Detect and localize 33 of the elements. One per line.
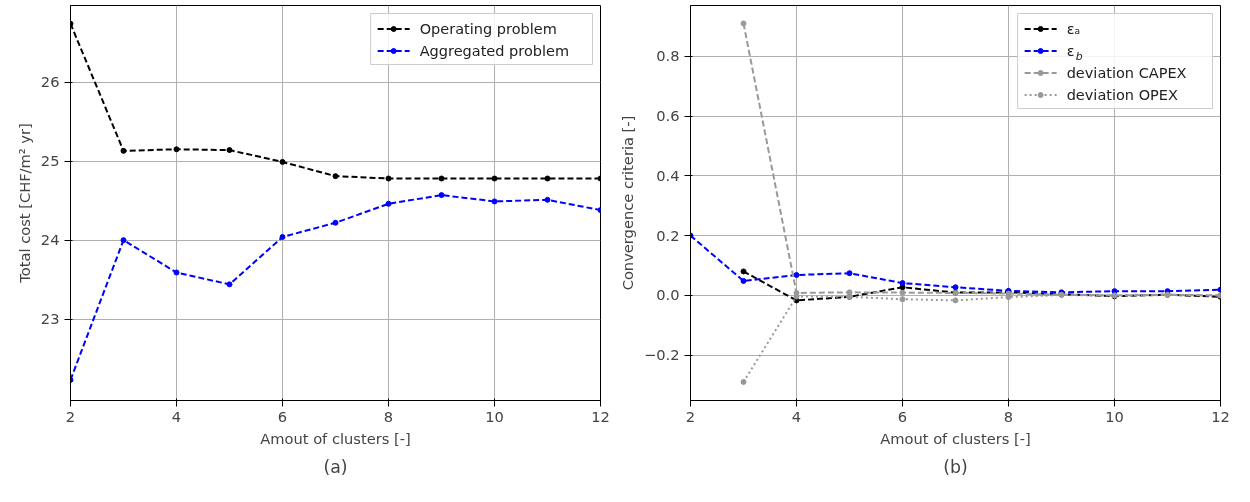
legend-label: Aggregated problem: [419, 43, 570, 59]
y-axis-title: Total cost [CHF/m² yr]: [15, 123, 33, 284]
x-tick-label: 6: [897, 407, 908, 425]
y-tick-label: 0.4: [656, 166, 680, 184]
x-tick-label: 10: [485, 407, 504, 425]
x-axis-title: Amout of clusters [-]: [880, 429, 1031, 447]
x-tick-label: 10: [1105, 407, 1124, 425]
x-tick-label: 2: [65, 407, 76, 425]
y-tick-label: 0.8: [656, 47, 680, 65]
y-tick-label: 0.2: [656, 226, 680, 244]
legend-label: Operating problem: [419, 21, 557, 37]
x-tick-label: 4: [171, 407, 182, 425]
y-tick-label: 23: [40, 310, 60, 328]
x-tick-label: 6: [277, 407, 288, 425]
y-tick-label: 0.0: [656, 286, 680, 304]
text: (b): [943, 456, 968, 477]
legend-label: deviation OPEX: [1066, 87, 1178, 103]
x-tick-label: 12: [591, 407, 610, 425]
legend-label: deviation CAPEX: [1066, 65, 1187, 81]
text: (a): [323, 456, 348, 477]
legend-label: εₐ: [1066, 21, 1081, 37]
y-tick-label: −0.2: [643, 346, 680, 364]
x-axis-title: Amout of clusters [-]: [260, 429, 411, 447]
y-tick-label: 25: [40, 152, 60, 170]
x-tick-label: 8: [383, 407, 394, 425]
y-tick-label: 0.6: [656, 107, 680, 125]
y-axis-title: Convergence criteria [-]: [618, 115, 636, 291]
x-tick-label: 8: [1003, 407, 1014, 425]
y-tick-label: 24: [40, 231, 60, 249]
x-tick-label: 12: [1211, 407, 1230, 425]
y-tick-label: 26: [40, 73, 60, 91]
x-tick-label: 2: [685, 407, 696, 425]
x-tick-label: 4: [791, 407, 802, 425]
